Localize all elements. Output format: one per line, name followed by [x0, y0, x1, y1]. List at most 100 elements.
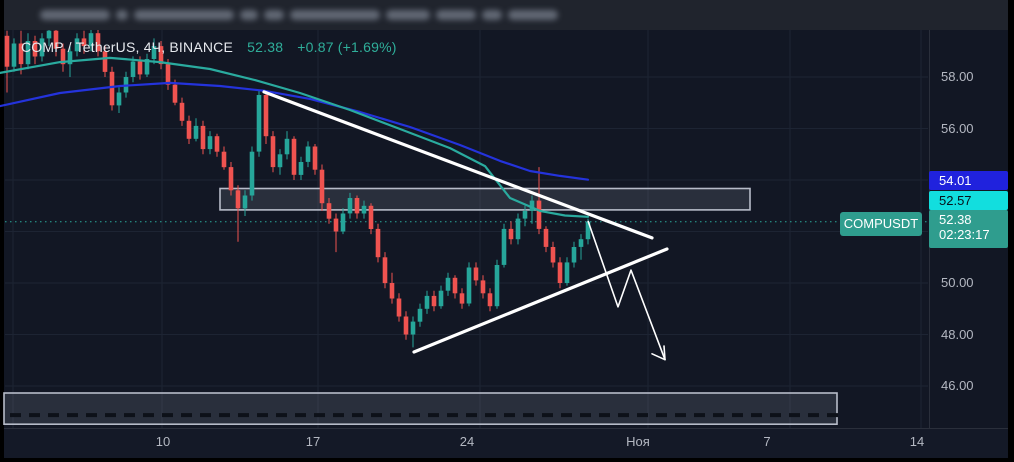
candle-body [536, 200, 542, 229]
candle-body [417, 308, 423, 322]
candle-body [18, 43, 24, 65]
candle-body [494, 265, 500, 307]
candle-body [431, 295, 437, 307]
candle-body [242, 195, 248, 209]
candle-body [438, 290, 444, 307]
candle-body [529, 200, 535, 211]
candle-body [81, 38, 87, 47]
candle-body [39, 38, 45, 57]
watermark-word-blob [436, 10, 476, 20]
time-tick-label: 14 [909, 434, 925, 449]
candle-body [522, 210, 528, 219]
candle-body [249, 151, 255, 196]
candle-body [137, 61, 143, 75]
candle-body [214, 136, 220, 152]
bar-countdown: 02:23:17 [939, 227, 990, 242]
arrowhead [651, 352, 666, 361]
candle-body [235, 190, 241, 209]
candle-body [172, 84, 178, 103]
candle-body [32, 41, 38, 57]
candle-body [368, 205, 374, 229]
candle-body [375, 228, 381, 258]
support-zone[interactable] [3, 392, 838, 426]
candle-body [4, 35, 10, 67]
candle-body [228, 167, 234, 191]
last-price-badge: 52.38 02:23:17 [929, 210, 1008, 248]
candle-body [543, 228, 549, 247]
candle-body [305, 146, 311, 162]
resistance-zone[interactable] [219, 187, 751, 211]
candle-body [116, 92, 122, 106]
watermark-word-blob [40, 10, 110, 20]
time-tick-label: Ноя [626, 434, 650, 449]
candle-body [25, 41, 31, 65]
candle-body [291, 138, 297, 175]
watermark-word-blob [264, 10, 284, 20]
blurred-watermark-text [40, 10, 558, 20]
candle-body [396, 298, 402, 317]
candle-body [158, 46, 164, 65]
candle-body [473, 267, 479, 281]
price-tick-label: 48.00 [941, 327, 974, 342]
candle-body [340, 213, 346, 232]
candle-body [221, 151, 227, 168]
watermark-word-blob [116, 10, 128, 20]
projection-arrow[interactable] [587, 220, 666, 360]
ma-teal [0, 56, 590, 218]
price-tick-label: 56.00 [941, 121, 974, 136]
ma-teal-value-badge: 52.57 [929, 191, 1008, 210]
price-tick-label: 46.00 [941, 378, 974, 393]
candle-body [361, 205, 367, 214]
candle-body [382, 257, 388, 284]
candle-body [207, 136, 213, 150]
candle-body [445, 277, 451, 291]
candle-body [67, 51, 73, 65]
candle-body [347, 198, 353, 214]
candle-body [165, 64, 171, 85]
candle-body [354, 198, 360, 214]
ma-blue-value-badge: 54.01 [929, 171, 1008, 190]
time-tick-label: 24 [459, 434, 475, 449]
candle-body [11, 43, 17, 67]
candle-body [200, 125, 206, 150]
ascending-trendline[interactable] [412, 247, 669, 354]
candle-body [102, 51, 108, 72]
candle-body [74, 38, 80, 52]
candle-body [508, 228, 514, 240]
candle-body [326, 203, 332, 219]
candle-body [193, 125, 199, 139]
candle-body [571, 247, 577, 263]
descending-trendline[interactable] [262, 90, 654, 240]
candle-body [424, 295, 430, 309]
candle-body [284, 138, 290, 155]
candle-body [333, 218, 339, 232]
candle-body [53, 30, 59, 49]
candle-body [557, 262, 563, 283]
candle-body [109, 71, 115, 106]
candle-body [270, 136, 276, 168]
chart-pane[interactable] [4, 30, 929, 428]
legend-change: +0.87 (+1.69%) [297, 39, 397, 55]
candle-body [564, 262, 570, 283]
candle-body [312, 146, 318, 170]
watermark-word-blob [240, 10, 258, 20]
legend-symbol[interactable]: COMP / TetherUS, 4Ч, BINANCE [21, 39, 234, 55]
last-price-value: 52.38 [939, 212, 972, 227]
candle-body [88, 33, 94, 47]
candle-body [389, 283, 395, 299]
time-tick-label: 7 [763, 434, 771, 449]
candle-body [550, 247, 556, 263]
watermark-word-blob [386, 10, 430, 20]
time-axis[interactable] [4, 428, 1008, 458]
candle-body [403, 316, 409, 335]
candle-body [60, 48, 66, 65]
price-tick-label: 50.00 [941, 275, 974, 290]
candle-body [95, 33, 101, 52]
time-tick-label: 17 [305, 434, 321, 449]
candle-body [277, 154, 283, 168]
watermark-word-blob [482, 10, 502, 20]
chart-legend[interactable]: COMP / TetherUS, 4Ч, BINANCE 52.38 +0.87… [21, 39, 397, 55]
candle-body [130, 61, 136, 77]
candle-body [487, 293, 493, 307]
